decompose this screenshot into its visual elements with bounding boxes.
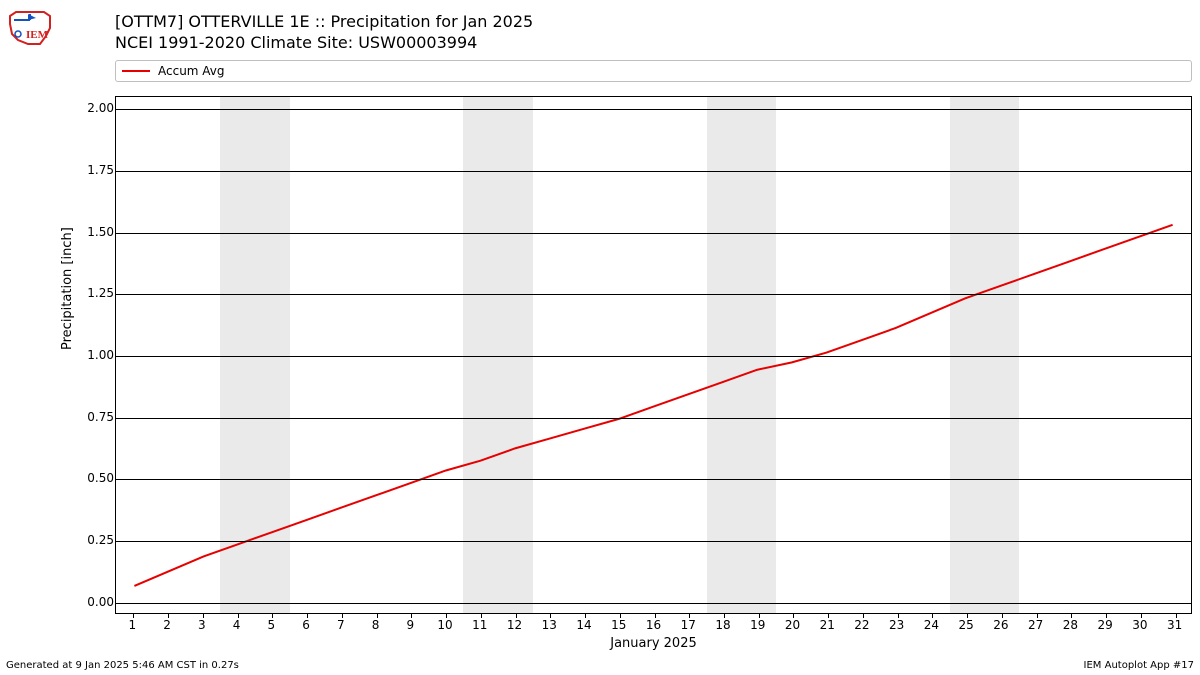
gridline (116, 109, 1191, 110)
ytick-label: 1.50 (87, 225, 114, 239)
xtick-label: 21 (820, 618, 835, 632)
xtick-label: 26 (993, 618, 1008, 632)
ytick-label: 0.00 (87, 595, 114, 609)
gridline (116, 541, 1191, 542)
xtick-label: 3 (198, 618, 206, 632)
footer-generated: Generated at 9 Jan 2025 5:46 AM CST in 0… (6, 660, 239, 671)
x-axis-label: January 2025 (115, 636, 1192, 651)
y-axis-label: Precipitation [inch] (60, 227, 75, 350)
ytick-label: 0.25 (87, 533, 114, 547)
xtick-label: 22 (854, 618, 869, 632)
xtick-label: 14 (576, 618, 591, 632)
xtick-label: 2 (163, 618, 171, 632)
plot-wrap: January 2025 123456789101112131415161718… (115, 86, 1192, 614)
ytick-label: 0.50 (87, 471, 114, 485)
xtick-label: 12 (507, 618, 522, 632)
xtick-label: 30 (1132, 618, 1147, 632)
gridline (116, 418, 1191, 419)
xtick-label: 7 (337, 618, 345, 632)
xtick-label: 27 (1028, 618, 1043, 632)
ytick-label: 2.00 (87, 101, 114, 115)
xtick-label: 18 (715, 618, 730, 632)
xtick-label: 29 (1098, 618, 1113, 632)
gridline (116, 171, 1191, 172)
ytick-label: 1.00 (87, 348, 114, 362)
xtick-label: 5 (268, 618, 276, 632)
legend-label: Accum Avg (158, 64, 225, 78)
gridline (116, 294, 1191, 295)
xtick-label: 15 (611, 618, 626, 632)
legend: Accum Avg (115, 60, 1192, 82)
xtick-label: 4 (233, 618, 241, 632)
xtick-label: 6 (302, 618, 310, 632)
title-line-2: NCEI 1991-2020 Climate Site: USW00003994 (115, 33, 533, 54)
chart-title-block: [OTTM7] OTTERVILLE 1E :: Precipitation f… (115, 12, 533, 54)
xtick-label: 10 (437, 618, 452, 632)
iem-logo: IEM (6, 8, 54, 48)
legend-swatch (122, 70, 150, 72)
gridline (116, 233, 1191, 234)
xtick-label: 1 (129, 618, 137, 632)
gridline (116, 479, 1191, 480)
footer-app: IEM Autoplot App #17 (1084, 660, 1194, 671)
xtick-label: 13 (542, 618, 557, 632)
xtick-label: 28 (1063, 618, 1078, 632)
title-line-1: [OTTM7] OTTERVILLE 1E :: Precipitation f… (115, 12, 533, 33)
xtick-label: 31 (1167, 618, 1182, 632)
xtick-label: 23 (889, 618, 904, 632)
xtick-label: 25 (959, 618, 974, 632)
xtick-label: 20 (785, 618, 800, 632)
ytick-label: 1.25 (87, 286, 114, 300)
series-line (116, 97, 1191, 613)
xtick-label: 16 (646, 618, 661, 632)
xtick-label: 11 (472, 618, 487, 632)
xtick-label: 24 (924, 618, 939, 632)
xtick-label: 17 (681, 618, 696, 632)
xtick-label: 8 (372, 618, 380, 632)
gridline (116, 356, 1191, 357)
ytick-label: 1.75 (87, 163, 114, 177)
plot-area (115, 96, 1192, 614)
ytick-label: 0.75 (87, 410, 114, 424)
svg-text:IEM: IEM (26, 29, 49, 41)
xtick-label: 19 (750, 618, 765, 632)
gridline (116, 603, 1191, 604)
xtick-label: 9 (406, 618, 414, 632)
